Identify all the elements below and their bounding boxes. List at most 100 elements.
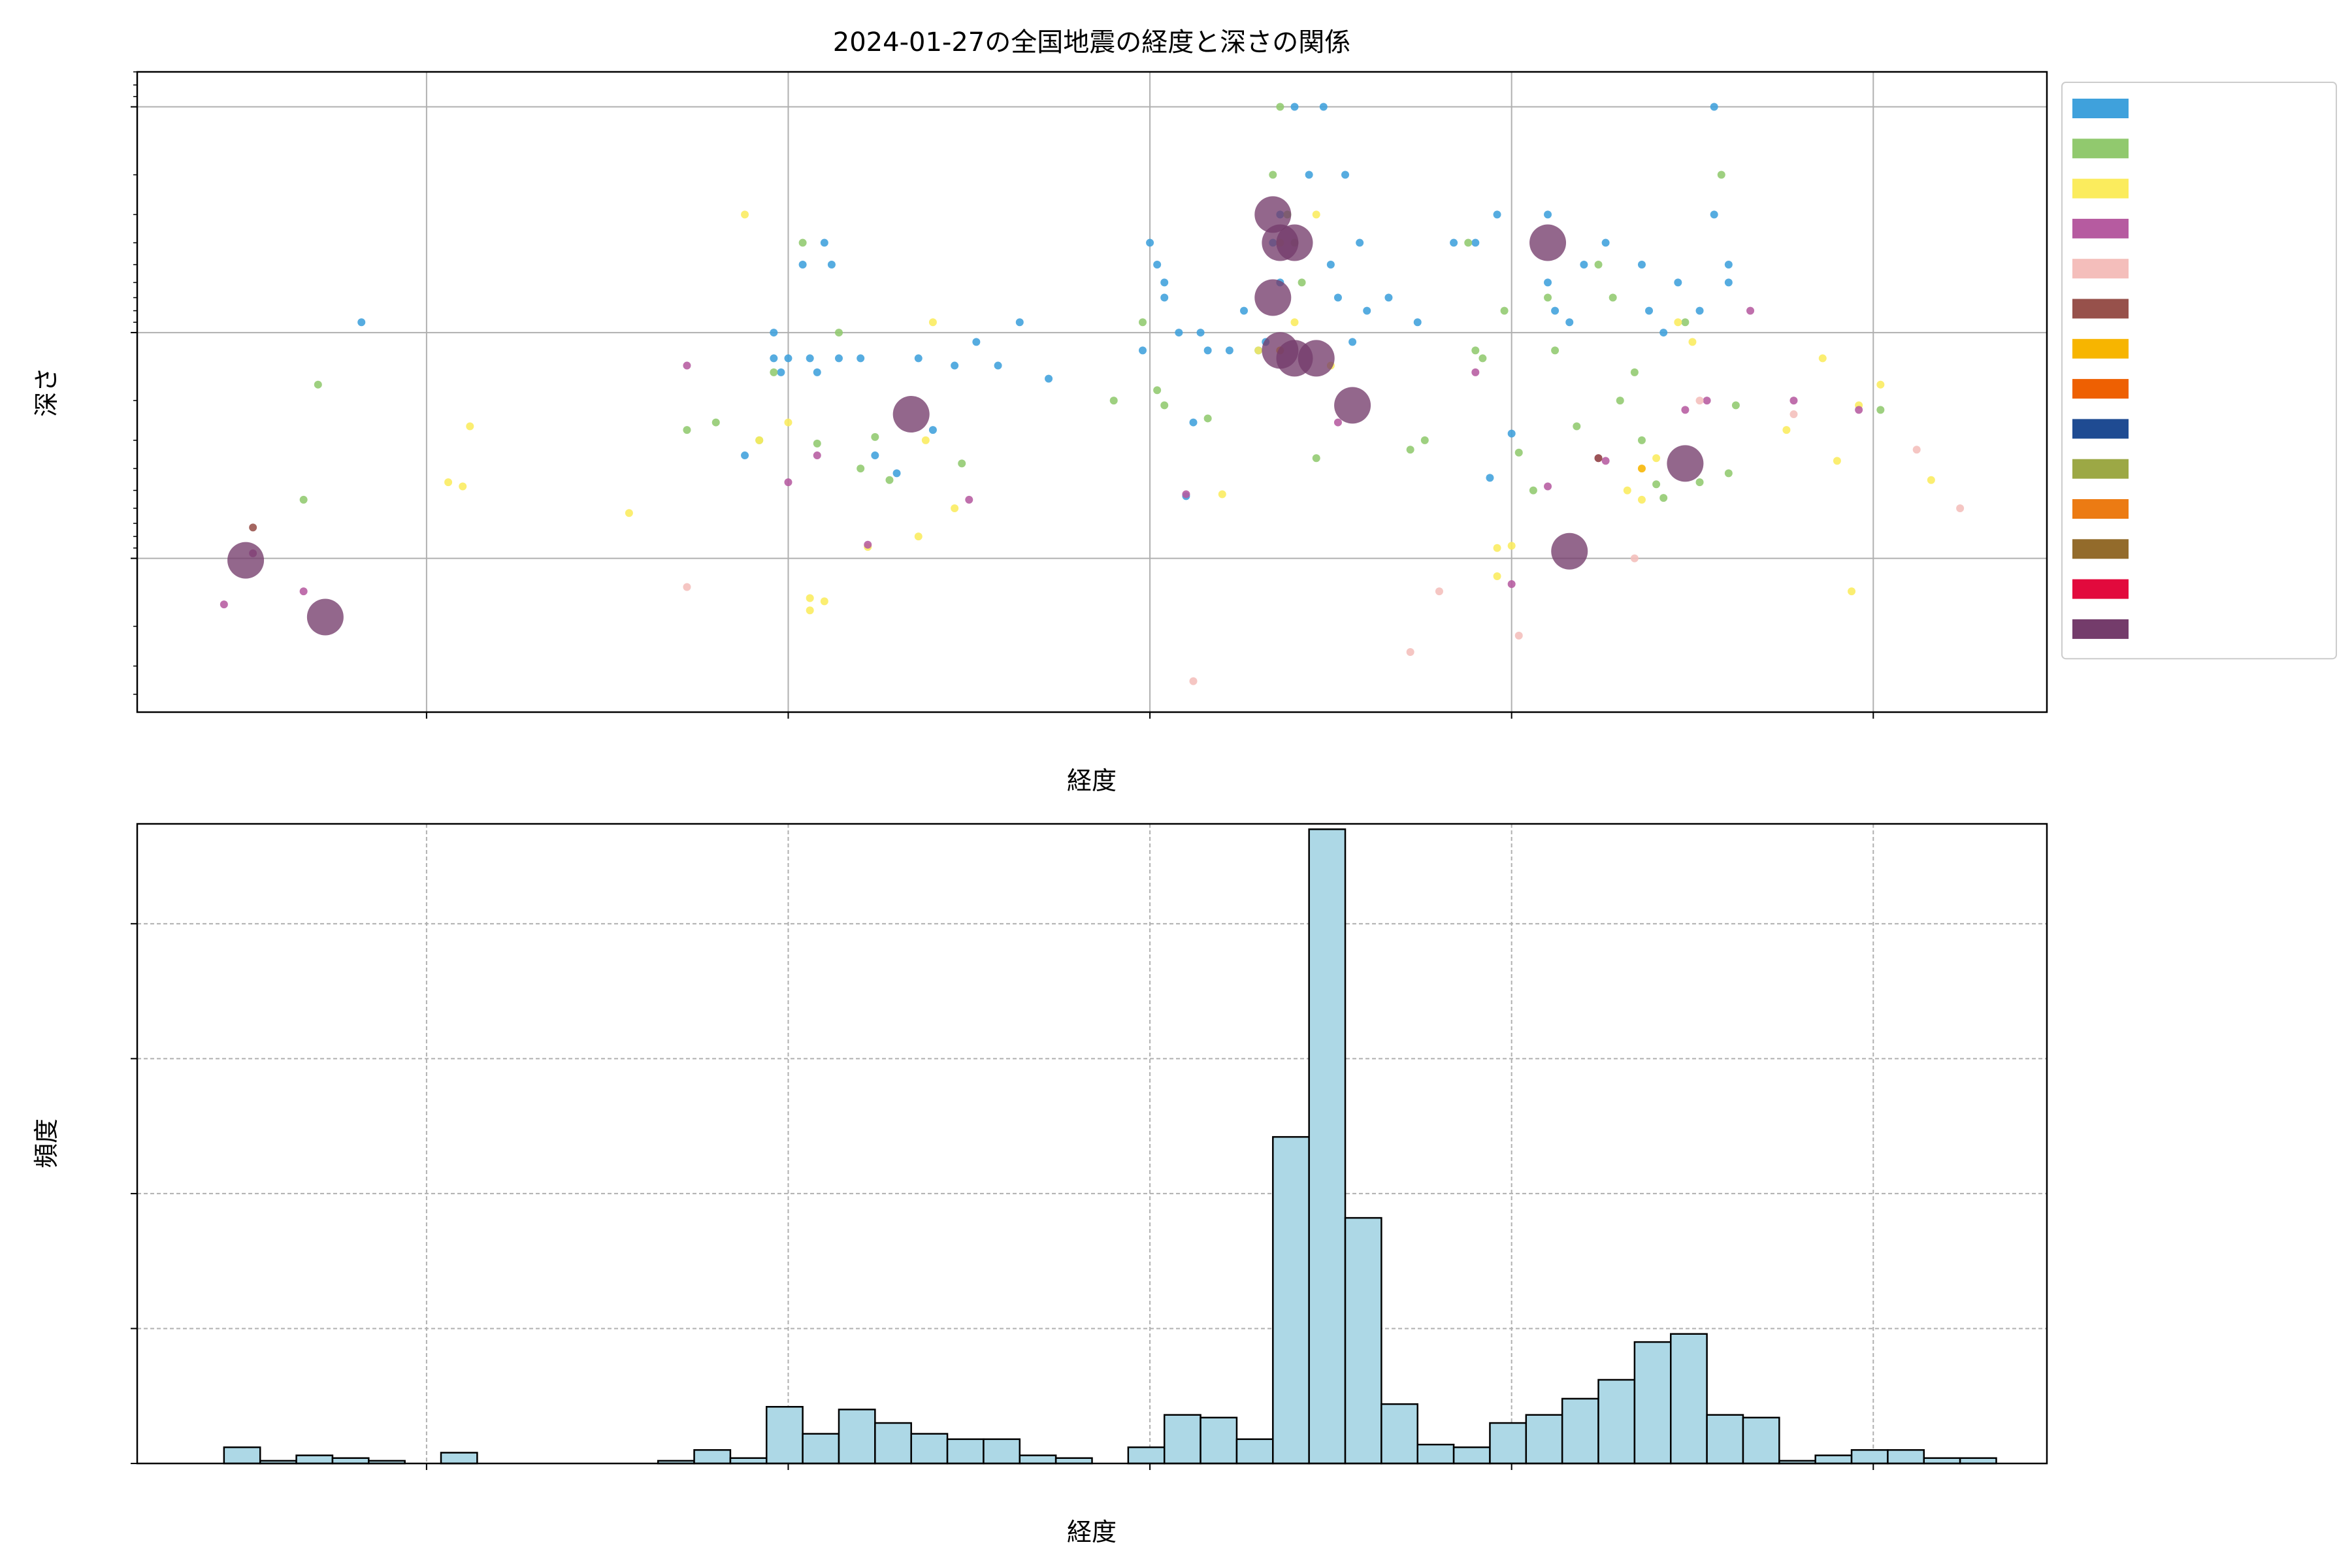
scatter-point [1254, 279, 1292, 316]
scatter-point [1637, 261, 1646, 269]
scatter-point [1203, 346, 1212, 355]
scatter-point [1616, 397, 1624, 405]
scatter-point [1139, 318, 1147, 327]
scatter-point [1674, 278, 1682, 287]
legend-swatch [2072, 619, 2129, 639]
scatter-point [1153, 386, 1162, 395]
scatter-point [1667, 445, 1704, 482]
scatter-point [813, 439, 821, 448]
scatter-point [1637, 495, 1646, 504]
scatter-point [683, 583, 691, 591]
scatter-point [1348, 338, 1357, 346]
scatter-point [813, 368, 821, 376]
scatter-point [1406, 446, 1414, 454]
scatter-point [1544, 278, 1552, 287]
scatter-point [1363, 306, 1371, 315]
scatter-point [1565, 318, 1574, 327]
scatter-point [1876, 380, 1885, 389]
histogram-y-axis-label: 頻度 [32, 1119, 61, 1168]
scatter-point [806, 606, 814, 615]
histogram-bar [1561, 1397, 1599, 1465]
legend-swatch [2072, 539, 2129, 559]
scatter-point [857, 354, 865, 363]
scatter-point [1312, 454, 1320, 463]
scatter-point [820, 597, 828, 606]
scatter-point [306, 598, 344, 636]
histogram-bar [1742, 1416, 1780, 1465]
scatter-point [1710, 210, 1718, 219]
scatter-point [299, 587, 308, 596]
legend-swatch [2072, 338, 2129, 359]
scatter-point [1695, 306, 1704, 315]
scatter-point [806, 354, 814, 363]
scatter-point [1855, 406, 1863, 414]
scatter-point [1464, 238, 1473, 247]
scatter-point [1290, 318, 1299, 327]
histogram-bar [295, 1454, 334, 1465]
histogram-bar [440, 1452, 478, 1465]
scatter-point [1269, 171, 1277, 179]
scatter-point [1544, 293, 1552, 302]
scatter-point [1189, 418, 1198, 427]
histogram-bar [1127, 1446, 1166, 1465]
scatter-point [1594, 454, 1603, 463]
scatter-point [1203, 414, 1212, 423]
histogram-bar [1019, 1454, 1057, 1465]
scatter-point [1160, 293, 1169, 302]
scatter-point [798, 261, 807, 269]
scatter-point [1681, 318, 1690, 327]
scatter-point [1160, 401, 1169, 410]
scatter-point [820, 238, 828, 247]
scatter-point [1153, 261, 1162, 269]
histogram-bar [1887, 1449, 1925, 1465]
legend-swatch [2072, 579, 2129, 599]
histogram-axis-ticks [131, 923, 1874, 1470]
scatter-point [1189, 677, 1198, 685]
scatter-point [1298, 340, 1335, 377]
scatter-point [299, 495, 308, 504]
scatter-point [1240, 306, 1249, 315]
scatter-x-axis-label: 経度 [1067, 766, 1117, 795]
chart-title: 2024-01-27の全国地震の経度と深さの関係 [833, 27, 1350, 57]
legend-swatch [2072, 99, 2129, 118]
scatter-point [1514, 631, 1523, 640]
histogram-bar [983, 1438, 1021, 1465]
scatter-point [1471, 368, 1480, 376]
scatter-point [755, 436, 764, 444]
scatter-point [1594, 261, 1603, 269]
scatter-point [1514, 448, 1523, 457]
scatter-point [1833, 457, 1841, 465]
histogram-bar [1633, 1341, 1672, 1465]
scatter-point [1544, 482, 1552, 491]
scatter-point [1182, 490, 1190, 498]
scatter-point [1652, 480, 1661, 489]
scatter-point [1276, 103, 1284, 111]
scatter-point [784, 418, 792, 427]
histogram-bar [1706, 1414, 1744, 1465]
scatter-point [683, 426, 691, 434]
legend-swatch [2072, 499, 2129, 519]
scatter-point [1305, 171, 1313, 179]
legend-swatch [2072, 299, 2129, 319]
scatter-point [249, 523, 257, 532]
histogram-bar [1380, 1403, 1418, 1465]
scatter-point [1688, 338, 1697, 346]
legend-swatch [2072, 379, 2129, 399]
scatter-point [1551, 346, 1560, 355]
legend-swatch [2072, 419, 2129, 439]
histogram-bar [1308, 828, 1347, 1465]
scatter-point [1623, 486, 1631, 495]
scatter-point [1341, 171, 1350, 179]
histogram-bar [1489, 1422, 1527, 1465]
scatter-point [1319, 103, 1328, 111]
scatter-point [1674, 318, 1682, 327]
scatter-point [1789, 410, 1798, 419]
scatter-point [958, 459, 966, 468]
scatter-point [357, 318, 366, 327]
scatter-point [711, 418, 720, 427]
scatter-point [1630, 368, 1639, 376]
scatter-point [1333, 293, 1342, 302]
scatter-point [1724, 278, 1733, 287]
scatter-point [466, 422, 474, 431]
histogram-bar [693, 1449, 732, 1465]
